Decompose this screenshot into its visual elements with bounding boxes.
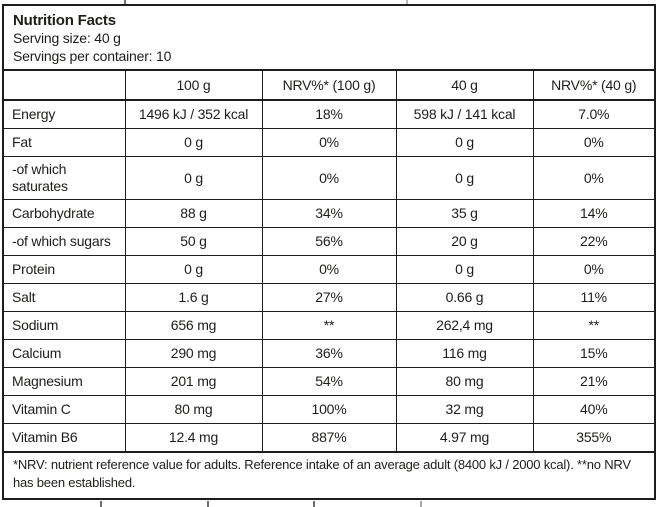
value-nrv-40g: 0% [532, 254, 655, 284]
value-per-100g: 12.4 mg [124, 422, 263, 452]
value-nrv-100g: 54% [261, 366, 397, 396]
value-per-100g: 0 g [124, 254, 263, 284]
value-nrv-40g: ** [532, 310, 655, 340]
table-row-vitamin-c: Vitamin C 80 mg 100% 32 mg 40% [3, 394, 655, 424]
value-per-40g: 35 g [395, 198, 534, 228]
table-row-vitamin-b6: Vitamin B6 12.4 mg 887% 4.97 mg 355% [3, 422, 655, 452]
nutrient-name: Magnesium [3, 366, 126, 396]
crop-artifact-tick [207, 501, 209, 507]
value-per-100g: 1.6 g [124, 282, 263, 312]
crop-artifact-tick [406, 0, 408, 4]
nutrient-name: Calcium [3, 338, 126, 368]
nutrient-name: -of which sugars [3, 226, 126, 256]
value-per-100g: 50 g [124, 226, 263, 256]
nutrient-name: Vitamin C [3, 394, 126, 424]
nutrient-name: Sodium [3, 310, 126, 340]
value-nrv-100g: 0% [261, 127, 397, 157]
value-nrv-100g: 34% [261, 198, 397, 228]
value-nrv-100g: 0% [261, 155, 397, 200]
value-nrv-100g: 0% [261, 254, 397, 284]
nutrient-name: Salt [3, 282, 126, 312]
value-per-40g: 0.66 g [395, 282, 534, 312]
column-header-100g: 100 g [124, 70, 263, 101]
value-nrv-40g: 0% [532, 155, 655, 200]
value-nrv-100g: ** [261, 310, 397, 340]
crop-artifact-tick [100, 501, 102, 507]
serving-size: Serving size: 40 g [13, 30, 121, 46]
value-nrv-40g: 40% [532, 394, 655, 424]
value-per-100g: 80 mg [124, 394, 263, 424]
value-per-100g: 88 g [124, 198, 263, 228]
nutrient-name: Protein [3, 254, 126, 284]
value-nrv-100g: 18% [261, 99, 397, 129]
nutrient-name: -of which saturates [3, 155, 126, 200]
nutrition-label: Nutrition Facts Serving size: 40 g Servi… [2, 4, 656, 500]
value-per-100g: 656 mg [124, 310, 263, 340]
value-per-40g: 598 kJ / 141 kcal [395, 99, 534, 129]
table-row-fat: Fat 0 g 0% 0 g 0% [3, 127, 655, 157]
nutrient-name: Carbohydrate [3, 198, 126, 228]
value-per-40g: 20 g [395, 226, 534, 256]
value-per-100g: 0 g [124, 127, 263, 157]
column-header-nutrient [3, 70, 126, 101]
value-per-40g: 0 g [395, 127, 534, 157]
crop-artifact-tick [313, 501, 315, 507]
value-nrv-100g: 36% [261, 338, 397, 368]
nrv-footnote: *NRV: nutrient reference value for adult… [4, 451, 654, 498]
table-row-protein: Protein 0 g 0% 0 g 0% [3, 254, 655, 284]
crop-artifact-tick [124, 0, 126, 4]
table-row-magnesium: Magnesium 201 mg 54% 80 mg 21% [3, 366, 655, 396]
value-nrv-40g: 7.0% [532, 99, 655, 129]
value-per-100g: 201 mg [124, 366, 263, 396]
value-nrv-100g: 887% [261, 422, 397, 452]
value-nrv-40g: 15% [532, 338, 655, 368]
value-nrv-40g: 355% [532, 422, 655, 452]
value-per-40g: 80 mg [395, 366, 534, 396]
column-header-nrv-40g: NRV%* (40 g) [532, 70, 655, 101]
servings-per-container: Servings per container: 10 [13, 47, 172, 64]
value-per-40g: 4.97 mg [395, 422, 534, 452]
column-header-40g: 40 g [395, 70, 534, 101]
crop-artifact-tick [420, 501, 422, 507]
value-nrv-40g: 21% [532, 366, 655, 396]
table-row-saturates: -of which saturates 0 g 0% 0 g 0% [3, 155, 655, 200]
value-nrv-100g: 27% [261, 282, 397, 312]
value-nrv-40g: 11% [532, 282, 655, 312]
table-row-energy: Energy 1496 kJ / 352 kcal 18% 598 kJ / 1… [3, 99, 655, 129]
value-per-100g: 0 g [124, 155, 263, 200]
value-nrv-100g: 100% [261, 394, 397, 424]
value-per-40g: 262,4 mg [395, 310, 534, 340]
nutrient-name: Fat [3, 127, 126, 157]
value-per-100g: 290 mg [124, 338, 263, 368]
value-nrv-40g: 0% [532, 127, 655, 157]
label-title: Nutrition Facts [13, 12, 116, 29]
nutrition-table: 100 g NRV%* (100 g) 40 g NRV%* (40 g) En… [3, 70, 655, 452]
value-nrv-40g: 14% [532, 198, 655, 228]
value-nrv-40g: 22% [532, 226, 655, 256]
table-row-sugars: -of which sugars 50 g 56% 20 g 22% [3, 226, 655, 256]
table-row-carbohydrate: Carbohydrate 88 g 34% 35 g 14% [3, 198, 655, 228]
column-header-nrv-100g: NRV%* (100 g) [261, 70, 397, 101]
table-row-calcium: Calcium 290 mg 36% 116 mg 15% [3, 338, 655, 368]
value-per-100g: 1496 kJ / 352 kcal [124, 99, 263, 129]
nutrient-name: Vitamin B6 [3, 422, 126, 452]
value-per-40g: 116 mg [395, 338, 534, 368]
table-row-salt: Salt 1.6 g 27% 0.66 g 11% [3, 282, 655, 312]
nutrient-name: Energy [3, 99, 126, 129]
label-header: Nutrition Facts Serving size: 40 g Servi… [4, 6, 654, 71]
value-nrv-100g: 56% [261, 226, 397, 256]
value-per-40g: 0 g [395, 254, 534, 284]
table-row-sodium: Sodium 656 mg ** 262,4 mg ** [3, 310, 655, 340]
column-header-row: 100 g NRV%* (100 g) 40 g NRV%* (40 g) [3, 70, 655, 101]
value-per-40g: 0 g [395, 155, 534, 200]
value-per-40g: 32 mg [395, 394, 534, 424]
